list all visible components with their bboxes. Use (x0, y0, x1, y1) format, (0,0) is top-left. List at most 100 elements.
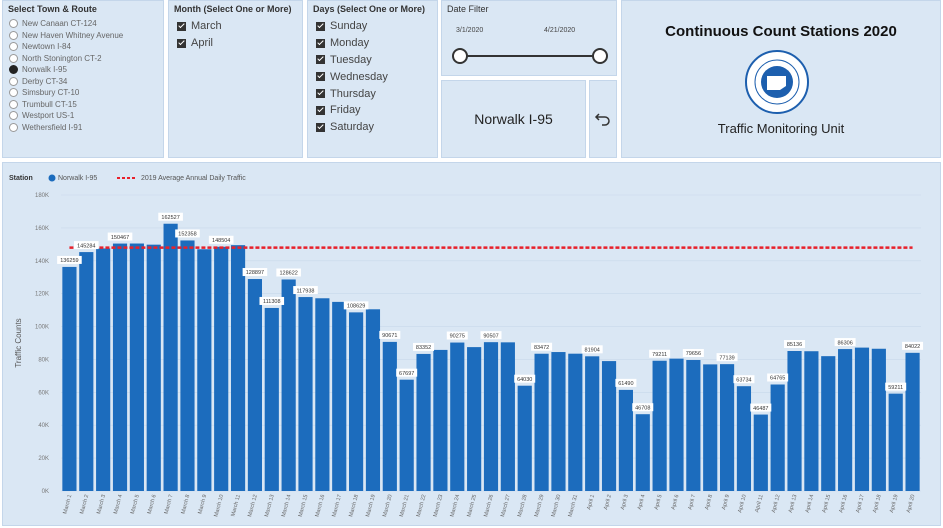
y-tick-label: 20K (38, 456, 49, 462)
x-tick-label: March 30 (551, 494, 563, 518)
data-label: 90275 (450, 334, 465, 340)
checkbox[interactable] (316, 55, 325, 65)
x-tick-label: March 10 (213, 494, 225, 518)
town-option[interactable]: Wethersfield I-91 (9, 122, 157, 134)
data-label-bg (293, 286, 318, 295)
data-label: 148504 (212, 238, 230, 244)
bar (281, 279, 296, 491)
radio[interactable] (9, 53, 18, 63)
radio[interactable] (9, 99, 18, 109)
radio[interactable] (9, 30, 18, 40)
checkbox[interactable] (316, 105, 325, 115)
days-option[interactable]: Wednesday (316, 68, 429, 85)
bar (517, 385, 532, 491)
days-option[interactable]: Saturday (316, 119, 429, 136)
days-option[interactable]: Thursday (316, 85, 429, 102)
bar (736, 386, 752, 491)
bar (601, 361, 617, 491)
x-tick-label: March 1 (62, 494, 73, 515)
bar (230, 245, 246, 491)
radio[interactable] (9, 19, 18, 29)
x-tick-label: April 13 (788, 494, 799, 514)
town-option[interactable]: Newtown I-84 (9, 41, 157, 53)
bar (500, 342, 515, 491)
slider-handle[interactable] (452, 48, 468, 64)
radio[interactable] (9, 76, 18, 86)
month-option[interactable]: April (177, 35, 294, 52)
data-label: 67697 (399, 371, 414, 377)
days-option[interactable]: Monday (316, 35, 429, 52)
x-tick-label: March 16 (315, 494, 327, 518)
y-tick-label: 120K (35, 292, 49, 298)
option-label: Simsbury CT-10 (22, 88, 80, 98)
month-slicer: Month (Select One or More) March April (168, 0, 303, 158)
town-option[interactable]: New Haven Whitney Avenue (9, 30, 157, 42)
data-label-bg (379, 330, 401, 339)
option-label: Newtown I-84 (22, 42, 71, 52)
data-label-bg (396, 368, 418, 377)
header-panel: Continuous Count Stations 2020 Traffic M… (621, 0, 941, 158)
x-tick-label: March 23 (433, 494, 445, 518)
data-label: 46487 (753, 406, 768, 412)
x-tick-label: April 17 (855, 494, 866, 514)
data-label-bg (57, 255, 82, 264)
bar (332, 301, 347, 491)
option-label: Monday (330, 37, 370, 50)
logo (745, 50, 809, 114)
x-tick-label: April 9 (721, 494, 731, 511)
date-end[interactable]: 4/21/2020 (544, 27, 576, 34)
chart-panel: Station Norwalk I-95 2019 Average Annual D… (2, 162, 941, 526)
town-option[interactable]: Simsbury CT-10 (9, 87, 157, 99)
checkbox[interactable] (316, 89, 325, 99)
checkbox[interactable] (316, 122, 325, 132)
radio[interactable] (9, 88, 18, 98)
x-tick-label: March 27 (500, 494, 512, 518)
checkbox[interactable] (316, 38, 325, 48)
data-label-bg (902, 341, 924, 350)
x-tick-label: April 19 (889, 494, 900, 514)
checkbox[interactable] (316, 72, 325, 82)
bar (585, 356, 600, 491)
x-tick-label: April 2 (603, 494, 613, 511)
town-option[interactable]: New Canaan CT-124 (9, 18, 157, 30)
data-label: 86306 (837, 340, 852, 346)
data-label: 136259 (60, 258, 78, 264)
days-option[interactable]: Sunday (316, 18, 429, 35)
bar (264, 307, 279, 491)
radio[interactable] (9, 111, 18, 121)
data-label-bg (242, 268, 268, 277)
bar (247, 279, 263, 491)
bar (838, 349, 853, 491)
data-label: 162527 (161, 215, 179, 221)
slicer-title: Days (Select One or More) (313, 4, 426, 14)
x-tick-label: April 5 (654, 494, 664, 511)
bar (112, 243, 128, 491)
y-tick-label: 0K (42, 489, 49, 495)
town-option[interactable]: Westport US-1 (9, 110, 157, 122)
back-button[interactable] (589, 80, 617, 158)
radio[interactable] (9, 65, 18, 75)
x-tick-label: April 16 (838, 494, 849, 514)
town-option[interactable]: Norwalk I-95 (9, 64, 157, 76)
town-option[interactable]: North Stonington CT-2 (9, 53, 157, 65)
station-card: Norwalk I-95 (441, 80, 586, 158)
slider-handle[interactable] (592, 48, 608, 64)
radio[interactable] (9, 42, 18, 52)
date-start[interactable]: 3/1/2020 (456, 27, 484, 34)
slider-track (460, 55, 600, 57)
x-tick-label: March 14 (281, 494, 293, 518)
town-option[interactable]: Trumbull CT-15 (9, 99, 157, 111)
checkbox[interactable] (177, 21, 186, 31)
data-label: 83472 (534, 345, 549, 351)
checkbox[interactable] (316, 21, 325, 31)
month-option[interactable]: March (177, 18, 294, 35)
town-option[interactable]: Derby CT-34 (9, 76, 157, 88)
checkbox[interactable] (177, 38, 186, 48)
days-option[interactable]: Friday (316, 102, 429, 119)
radio[interactable] (9, 122, 18, 132)
option-label: New Canaan CT-124 (22, 19, 97, 29)
bar (686, 360, 701, 491)
days-option[interactable]: Tuesday (316, 52, 429, 69)
option-label: Friday (330, 104, 361, 117)
x-tick-label: April 14 (805, 494, 816, 514)
